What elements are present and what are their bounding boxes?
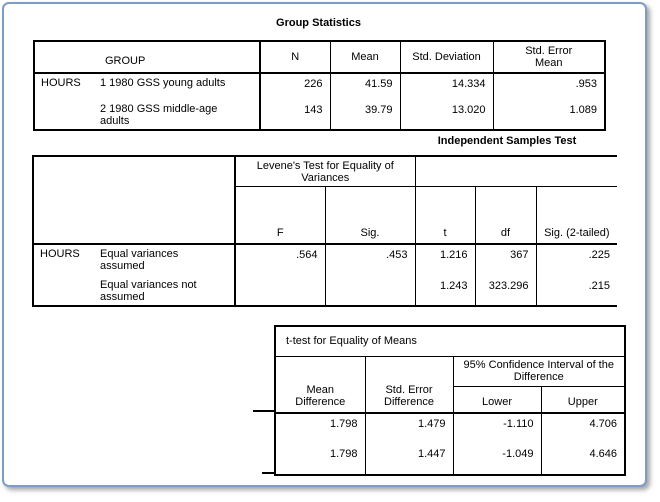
n-value-cell: 226 <box>259 73 330 100</box>
ttest-header-spacer-cell <box>414 156 618 187</box>
std-deviation-value-cell: 14.334 <box>399 73 493 100</box>
f-value-cell <box>234 275 325 306</box>
n-value-cell: 143 <box>259 100 330 130</box>
table-row: 1.798 1.447 -1.049 4.646 <box>275 444 626 475</box>
upper-header-cell: Upper <box>540 386 626 413</box>
std-error-difference-header-cell: Std. Error Difference <box>364 356 453 413</box>
sig-header-cell: Sig. <box>324 186 416 245</box>
lower-value-cell: -1.049 <box>452 444 541 475</box>
lower-value-cell: -1.110 <box>452 412 541 444</box>
independent-samples-table: Levene's Test for Equality of Variances … <box>32 155 618 307</box>
ttest-continuation-table: t-test for Equality of Means Mean Differ… <box>274 325 627 476</box>
sig-value-cell <box>324 275 416 306</box>
upper-value-cell: 4.706 <box>540 412 626 444</box>
df-value-cell: 367 <box>474 243 537 276</box>
mean-value-cell: 41.59 <box>329 73 400 100</box>
mean-difference-value-cell: 1.798 <box>275 412 365 444</box>
std-deviation-value-cell: 13.020 <box>399 100 493 130</box>
df-value-cell: 323.296 <box>474 275 537 306</box>
condition-label-cell: Equal variances not assumed <box>100 278 197 303</box>
std-deviation-header-cell: Std. Deviation <box>399 41 493 74</box>
std-error-value-cell: .953 <box>492 73 605 100</box>
std-error-mean-header-cell: Std. Error Mean <box>492 41 605 74</box>
table-row: HOURS 1 1980 GSS young adults 226 41.59 … <box>34 73 605 100</box>
sig-2-tailed-value-cell: .215 <box>535 275 618 306</box>
mean-value-cell: 39.79 <box>329 100 400 130</box>
levene-header-cell: Levene's Test for Equality of Variances <box>235 156 416 187</box>
table-row: Equal variances not assumed 1.243 323.29… <box>33 275 618 306</box>
group-statistics-table: GROUP N Mean Std. Deviation Std. Error M… <box>33 40 606 131</box>
t-header-cell: t <box>414 186 476 245</box>
group-label-cell: 2 1980 GSS middle-age adults <box>100 103 218 127</box>
table-row: HOURS Equal variances assumed .564 .453 … <box>33 243 618 276</box>
std-error-difference-value-cell: 1.479 <box>364 412 453 444</box>
variable-label-cell <box>34 100 98 130</box>
df-header-cell: df <box>474 186 537 245</box>
sig-value-cell: .453 <box>324 243 416 276</box>
ttest-panel-header-cell: t-test for Equality of Means <box>275 326 626 357</box>
variable-label-cell: HOURS <box>40 247 80 260</box>
lower-header-cell: Lower <box>452 386 541 413</box>
row-label-spacer-cell <box>33 156 236 245</box>
condition-label-cell: Equal variances assumed <box>100 247 179 272</box>
table-row: 2 1980 GSS middle-age adults 143 39.79 1… <box>34 100 605 130</box>
header-line-protrusion <box>253 410 275 412</box>
page-frame: Group Statistics GROUP N Mean Std. Devia… <box>2 2 647 487</box>
f-value-cell: .564 <box>234 243 325 276</box>
mean-difference-value-cell: 1.798 <box>329 448 358 460</box>
std-error-value-cell: 1.089 <box>492 100 605 130</box>
bottom-line-protrusion <box>262 472 275 474</box>
mean-difference-header-cell: Mean Difference <box>295 384 346 408</box>
confidence-interval-header-cell: 95% Confidence Interval of the Differenc… <box>452 356 626 387</box>
upper-value-cell: 4.646 <box>540 444 626 475</box>
variable-label-cell: HOURS <box>41 77 81 89</box>
mean-header-cell: Mean <box>329 41 400 74</box>
variable-label-cell <box>33 276 98 306</box>
t-value-cell: 1.243 <box>414 275 476 306</box>
f-header-cell: F <box>235 186 325 245</box>
n-header-cell: N <box>259 41 330 74</box>
independent-samples-title: Independent Samples Test <box>437 135 577 147</box>
sig-2-tailed-value-cell: .225 <box>535 243 618 276</box>
group-label-cell: 1 1980 GSS young adults <box>100 77 226 89</box>
sig-2-tailed-header-cell: Sig. (2-tailed) <box>535 186 618 245</box>
t-value-cell: 1.216 <box>414 243 476 276</box>
group-statistics-title: Group Statistics <box>276 17 361 29</box>
std-error-difference-value-cell: 1.447 <box>364 444 453 475</box>
table-row: 1.798 1.479 -1.110 4.706 <box>275 412 626 444</box>
group-header-cell: GROUP <box>34 41 260 74</box>
